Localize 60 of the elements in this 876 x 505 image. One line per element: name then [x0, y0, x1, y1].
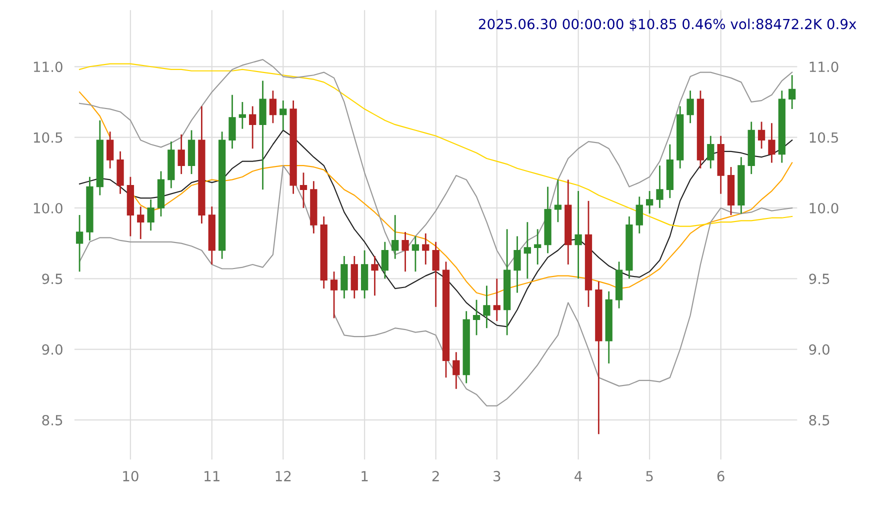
y2-tick-label: 11.0	[810, 62, 838, 72]
candlestick	[636, 196, 643, 234]
x-tick-label: 11	[204, 471, 220, 482]
x-tick-label: 5	[646, 471, 653, 482]
candlestick	[300, 172, 308, 209]
y-tick-label: 9.0	[42, 344, 62, 355]
candlestick	[249, 106, 256, 150]
text: 2025.06.30 00:00:00 $10.85 0.46% vol:88472.2K 0.9x	[478, 18, 856, 32]
candlestick	[147, 198, 154, 232]
candlestick	[574, 190, 582, 280]
candlestick	[656, 164, 664, 209]
candlestick	[432, 241, 440, 308]
y-tick-label: 9.5	[42, 274, 62, 284]
candlestick	[381, 241, 388, 280]
y2-tick-label: 10.0	[810, 202, 838, 214]
candlestick	[228, 94, 236, 150]
x-tick-label: 6	[717, 470, 724, 482]
candlestick	[178, 134, 185, 175]
candlestick	[472, 299, 480, 336]
candlestick	[686, 90, 694, 124]
candlestick	[137, 206, 144, 240]
candlestick	[76, 214, 84, 272]
x-tick-label: 2	[432, 470, 439, 482]
candlestick	[452, 351, 460, 390]
x-tick-label: 10	[123, 470, 138, 482]
candlestick	[371, 255, 378, 296]
candlestick	[269, 90, 277, 124]
candlestick	[534, 228, 542, 266]
y-tick-label: 10.5	[34, 132, 62, 143]
candlestick	[554, 179, 562, 223]
candlestick	[707, 135, 714, 170]
line-series	[78, 63, 793, 227]
y2-tick-label: 10.5	[810, 132, 838, 143]
candlestick	[402, 231, 409, 272]
candlestick	[280, 100, 287, 131]
candlestick	[524, 221, 531, 280]
x-tick-label: 3	[494, 470, 500, 482]
y2-tick-label: 9.0	[809, 344, 830, 355]
candlestick	[392, 214, 399, 260]
y-tick-label: 8.5	[42, 414, 62, 426]
x-tick-label: 4	[574, 471, 582, 482]
candlestick	[493, 278, 500, 322]
line-series	[78, 130, 793, 328]
candlestick	[238, 101, 246, 130]
y-tick-label: 10.0	[34, 202, 62, 214]
candlestick	[758, 121, 766, 150]
candlestick	[422, 232, 430, 266]
candlestick	[514, 236, 521, 294]
candlestick	[788, 74, 796, 110]
candlestick	[483, 285, 490, 329]
candlestick	[768, 122, 776, 164]
candlestick	[412, 236, 420, 272]
candlestick	[330, 270, 338, 319]
candlestick	[106, 130, 114, 170]
x-tick-label: 1	[362, 471, 368, 482]
y2-tick-label: 9.5	[809, 274, 830, 284]
x-tick-label: 12	[276, 470, 291, 482]
y2-tick-label: 8.5	[809, 414, 830, 426]
candlestick	[646, 190, 654, 214]
y-tick-label: 11.0	[34, 62, 62, 72]
